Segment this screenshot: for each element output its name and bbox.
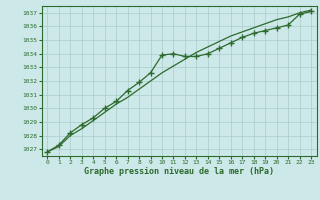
- X-axis label: Graphe pression niveau de la mer (hPa): Graphe pression niveau de la mer (hPa): [84, 167, 274, 176]
